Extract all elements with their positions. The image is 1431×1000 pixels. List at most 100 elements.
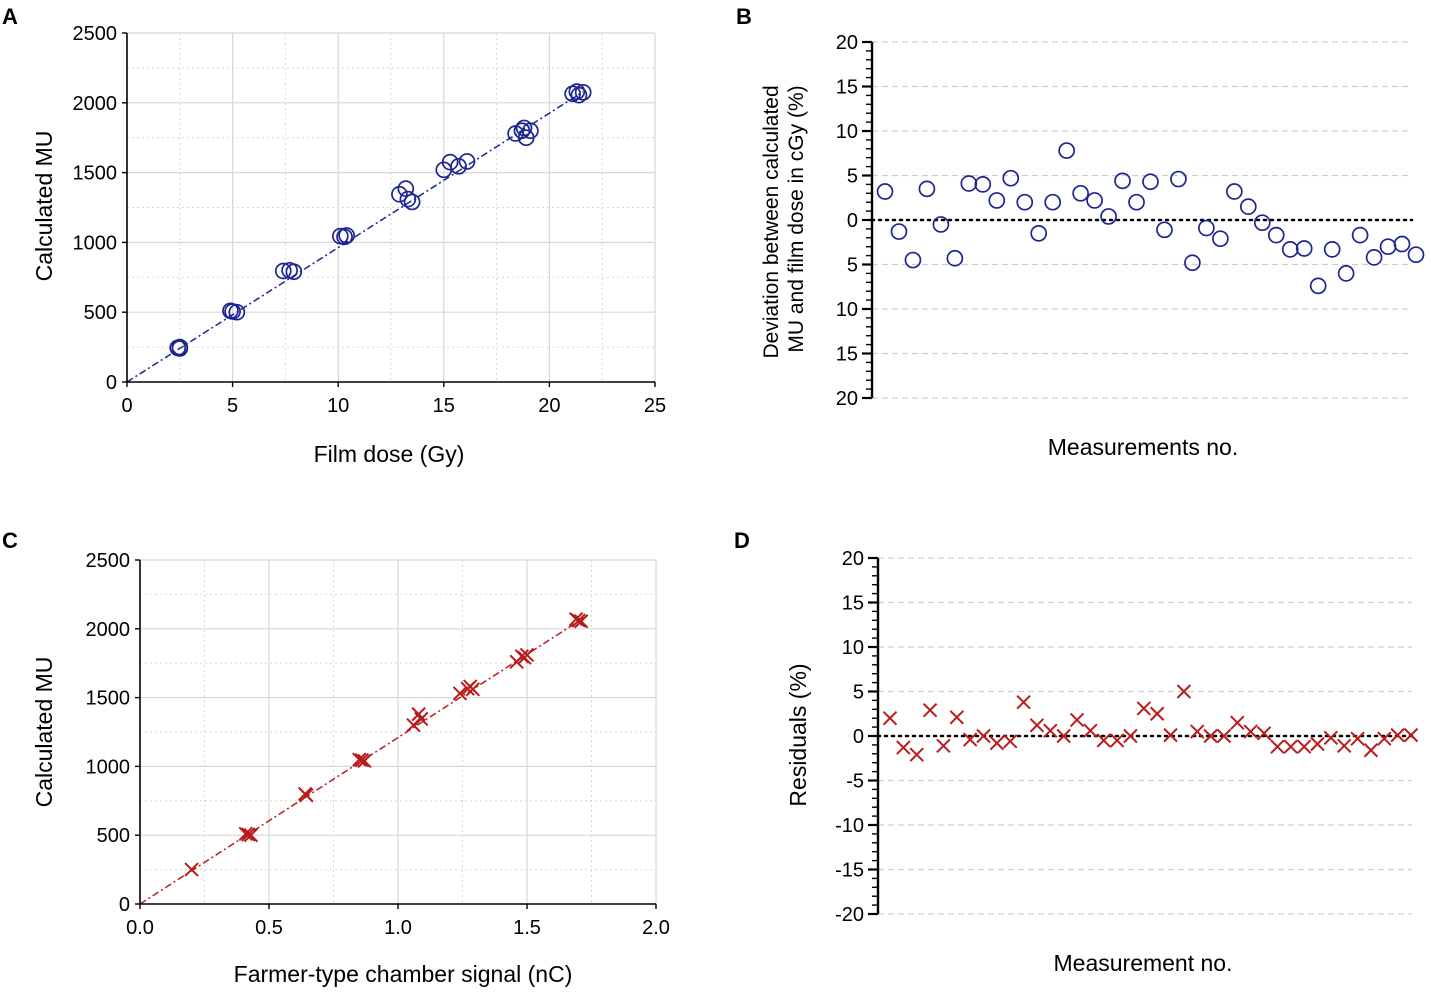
panel-label-c: C [2,528,18,553]
data-point [1100,208,1117,225]
data-point [336,228,353,246]
x-tick-label: 0 [121,395,132,417]
data-point [171,338,189,356]
y-tick-label: 500 [97,825,130,847]
data-point [391,185,408,203]
data-point [452,686,468,701]
x-tick-label: 5 [227,395,238,417]
x-tick-label: 20 [538,395,560,417]
data-point [882,710,898,726]
data-point [1198,219,1215,237]
data-point [397,180,415,198]
data-point [1379,238,1397,256]
fit-line [139,617,585,905]
data-point [522,122,539,140]
y-tick-label: 1000 [73,232,118,254]
y-tick-label: 0 [106,372,117,394]
data-point [1310,736,1325,752]
data-point [243,827,259,843]
x-tick-label: 0.5 [255,917,283,939]
data-point [1069,712,1085,728]
data-point [354,753,370,768]
y-tick-label: 15 [836,344,858,366]
data-point [1323,241,1341,258]
data-point [1086,192,1103,209]
x-tick-label: 0.0 [126,917,154,939]
data-point [904,251,922,269]
data-point [946,249,964,267]
data-point [352,752,367,767]
data-point [1309,277,1327,295]
data-point [1212,230,1229,248]
data-point [406,717,421,733]
y-tick-label: 0 [847,210,858,232]
data-point [1296,739,1312,754]
data-point [1029,718,1045,733]
data-point [1350,731,1365,746]
x-tick-label: 2.0 [642,917,670,939]
y-tick-label: 2000 [73,93,118,115]
panel-b: B 20 15 10 5 0 5 10 15 20 Measurements no. Devia… [736,4,1425,460]
data-point [403,193,421,211]
data-point [1351,226,1369,244]
data-point [574,83,592,101]
data-point [1072,184,1089,202]
x-tick-label: 15 [433,395,455,417]
data-point [1270,739,1285,754]
data-point [1281,241,1299,258]
panel-label-b: B [736,4,752,29]
data-point [1142,173,1159,191]
y-tick-label: 5 [853,682,864,704]
data-point [1149,706,1165,721]
data-point [441,153,459,171]
y-tick-label: -15 [835,860,864,882]
data-point [274,262,292,280]
y-tick-label: 1500 [73,163,118,185]
y-tick-label: 20 [842,548,864,570]
data-point [1407,246,1425,264]
data-point [1044,193,1062,211]
data-point [1003,734,1018,749]
data-point [1323,730,1339,745]
y-axis-label-b-line1: Deviation between calculated [760,85,783,358]
y-tick-label: 5 [847,255,858,277]
data-point [1337,738,1352,753]
data-point [1393,235,1411,253]
y-tick-label: 1500 [86,688,131,710]
x-axis-label-c: Farmer-type chamber signal (nC) [234,961,573,987]
y-tick-label: 2500 [86,550,131,572]
data-point [1163,727,1178,743]
data-point [1083,723,1098,738]
data-point [450,157,467,175]
x-axis-label-d: Measurement no. [1054,950,1233,976]
y-tick-label: 10 [842,637,864,659]
data-point [989,735,1005,751]
data-point [1156,221,1173,239]
data-point [1056,728,1071,744]
data-point [1283,739,1298,754]
y-tick-label: 10 [836,121,858,143]
data-point [962,732,978,747]
data-point [184,862,199,877]
data-point [1253,214,1271,232]
data-point [1337,265,1355,282]
y-tick-label: 2500 [73,23,118,45]
y-tick-label: 15 [842,593,864,615]
data-point [1043,723,1058,738]
y-axis-label-c: Calculated MU [31,657,57,808]
panel-label-a: A [2,4,18,29]
data-point [338,227,355,244]
data-point [1203,728,1218,744]
y-tick-label: 5 [847,166,858,188]
data-point [465,682,481,697]
data-point [357,753,372,769]
x-tick-label: 25 [644,395,666,417]
data-point [949,710,965,725]
y-tick-label: -10 [835,815,864,837]
data-point [1016,193,1034,211]
data-point [228,303,246,321]
data-point [1403,727,1419,743]
fit-line [126,90,584,383]
data-point [299,788,314,803]
